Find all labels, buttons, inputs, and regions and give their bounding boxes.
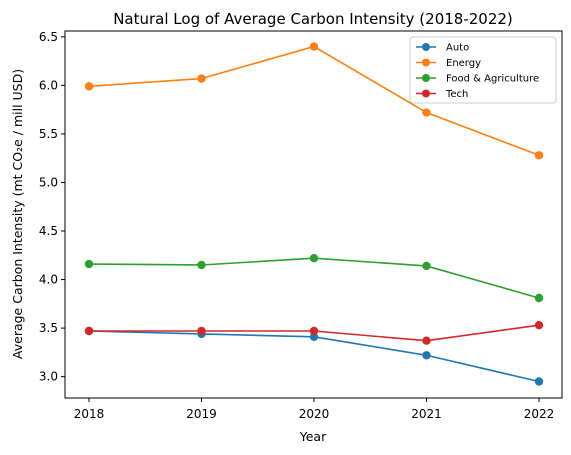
data-point <box>422 336 431 345</box>
legend-item-tech: Tech <box>416 89 468 100</box>
data-point <box>84 326 94 336</box>
data-point <box>197 326 206 336</box>
data-point <box>84 82 94 91</box>
legend-item-energy: Energy <box>416 58 481 69</box>
legend-marker <box>422 43 430 51</box>
data-point <box>309 326 319 336</box>
x-tick-label: 2018 <box>74 407 105 421</box>
series-layer <box>84 42 544 386</box>
legend-label: Food & Agriculture <box>446 74 539 85</box>
x-axis-label: Year <box>299 429 327 444</box>
legend-marker <box>422 74 430 82</box>
data-point <box>197 74 206 83</box>
series-tech <box>84 320 544 345</box>
data-point <box>422 351 431 360</box>
y-tick-label: 6.0 <box>39 78 58 92</box>
y-axis: 3.0 3.5 4.0 4.5 5.0 5.5 6.0 6.5 <box>39 30 65 384</box>
y-tick-label: 4.5 <box>39 224 58 238</box>
y-tick-label: 4.0 <box>39 273 58 287</box>
x-tick-label: 2021 <box>411 407 442 421</box>
chart-title: Natural Log of Average Carbon Intensity … <box>113 10 513 28</box>
x-tick-label: 2020 <box>299 407 330 421</box>
series-auto <box>84 326 544 386</box>
y-tick-label: 3.0 <box>39 370 58 384</box>
data-point <box>422 261 431 271</box>
y-tick-label: 5.0 <box>39 175 58 189</box>
data-point <box>534 377 544 386</box>
data-point <box>309 253 319 263</box>
y-tick-label: 3.5 <box>39 321 58 335</box>
data-point <box>534 151 544 160</box>
data-point <box>534 293 544 303</box>
x-axis: 2018 2019 2020 2021 2022 <box>74 398 555 421</box>
legend-label: Auto <box>446 43 469 54</box>
data-point <box>534 320 544 330</box>
data-point <box>309 332 319 342</box>
series-food-agriculture <box>84 253 544 303</box>
legend-label: Energy <box>446 58 481 69</box>
y-tick-label: 5.5 <box>39 127 58 141</box>
data-point <box>422 108 431 117</box>
data-point <box>197 260 206 270</box>
data-point <box>309 42 319 51</box>
data-point <box>84 259 94 269</box>
series-line <box>88 257 540 299</box>
x-tick-label: 2022 <box>524 407 555 421</box>
x-tick-label: 2019 <box>186 407 217 421</box>
legend-item-auto: Auto <box>416 43 469 54</box>
y-axis-label: Average Carbon Intensity (mt CO₂e / mill… <box>10 69 25 359</box>
legend-item-food-agriculture: Food & Agriculture <box>416 74 539 85</box>
legend-frame <box>409 36 557 104</box>
legend-label: Tech <box>445 89 468 100</box>
series-energy <box>84 42 544 160</box>
legend-marker <box>422 58 430 67</box>
y-tick-label: 6.5 <box>39 30 58 44</box>
legend: Auto Energy Food & Agriculture Tech <box>409 36 557 104</box>
legend-marker <box>422 89 430 98</box>
